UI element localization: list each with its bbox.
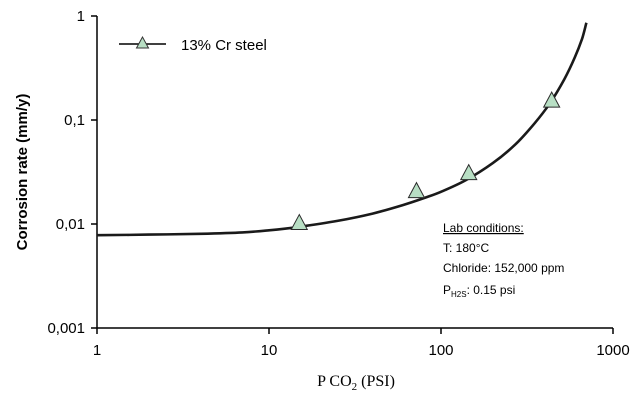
y-tick-label: 1 <box>77 8 85 25</box>
y-tick-label: 0,1 <box>64 112 85 129</box>
x-tick-label: 1 <box>93 342 101 359</box>
y-axis-label: Corrosion rate (mm/y) <box>14 94 31 251</box>
data-markers <box>290 91 561 231</box>
annotation-title: Lab conditions: <box>443 221 524 235</box>
x-tick-label: 10 <box>261 342 278 359</box>
annotation-h2s-pressure: PH2S: 0.15 psi <box>443 283 515 299</box>
data-point-triangle <box>542 91 561 108</box>
y-tick-label: 0,01 <box>56 216 85 233</box>
annotation-temperature: T: 180°C <box>443 241 489 255</box>
legend: 13% Cr steel <box>119 35 267 54</box>
x-tick-label: 1000 <box>596 342 629 359</box>
x-tick-label: 100 <box>428 342 453 359</box>
data-point-triangle <box>407 181 426 199</box>
data-point-triangle <box>459 163 478 181</box>
axis-ticks: 1 10 100 1000 0,001 0,01 0,1 1 <box>47 8 629 359</box>
x-axis-label: P CO2 (PSI) <box>317 373 395 393</box>
y-tick-label: 0,001 <box>47 320 85 337</box>
legend-label: 13% Cr steel <box>181 37 267 54</box>
data-point-triangle <box>290 213 309 231</box>
annotation-chloride: Chloride: 152,000 ppm <box>443 261 564 275</box>
legend-marker <box>135 35 150 49</box>
lab-conditions-annotation: Lab conditions: T: 180°C Chloride: 152,0… <box>443 221 564 299</box>
fit-curve <box>96 22 588 237</box>
